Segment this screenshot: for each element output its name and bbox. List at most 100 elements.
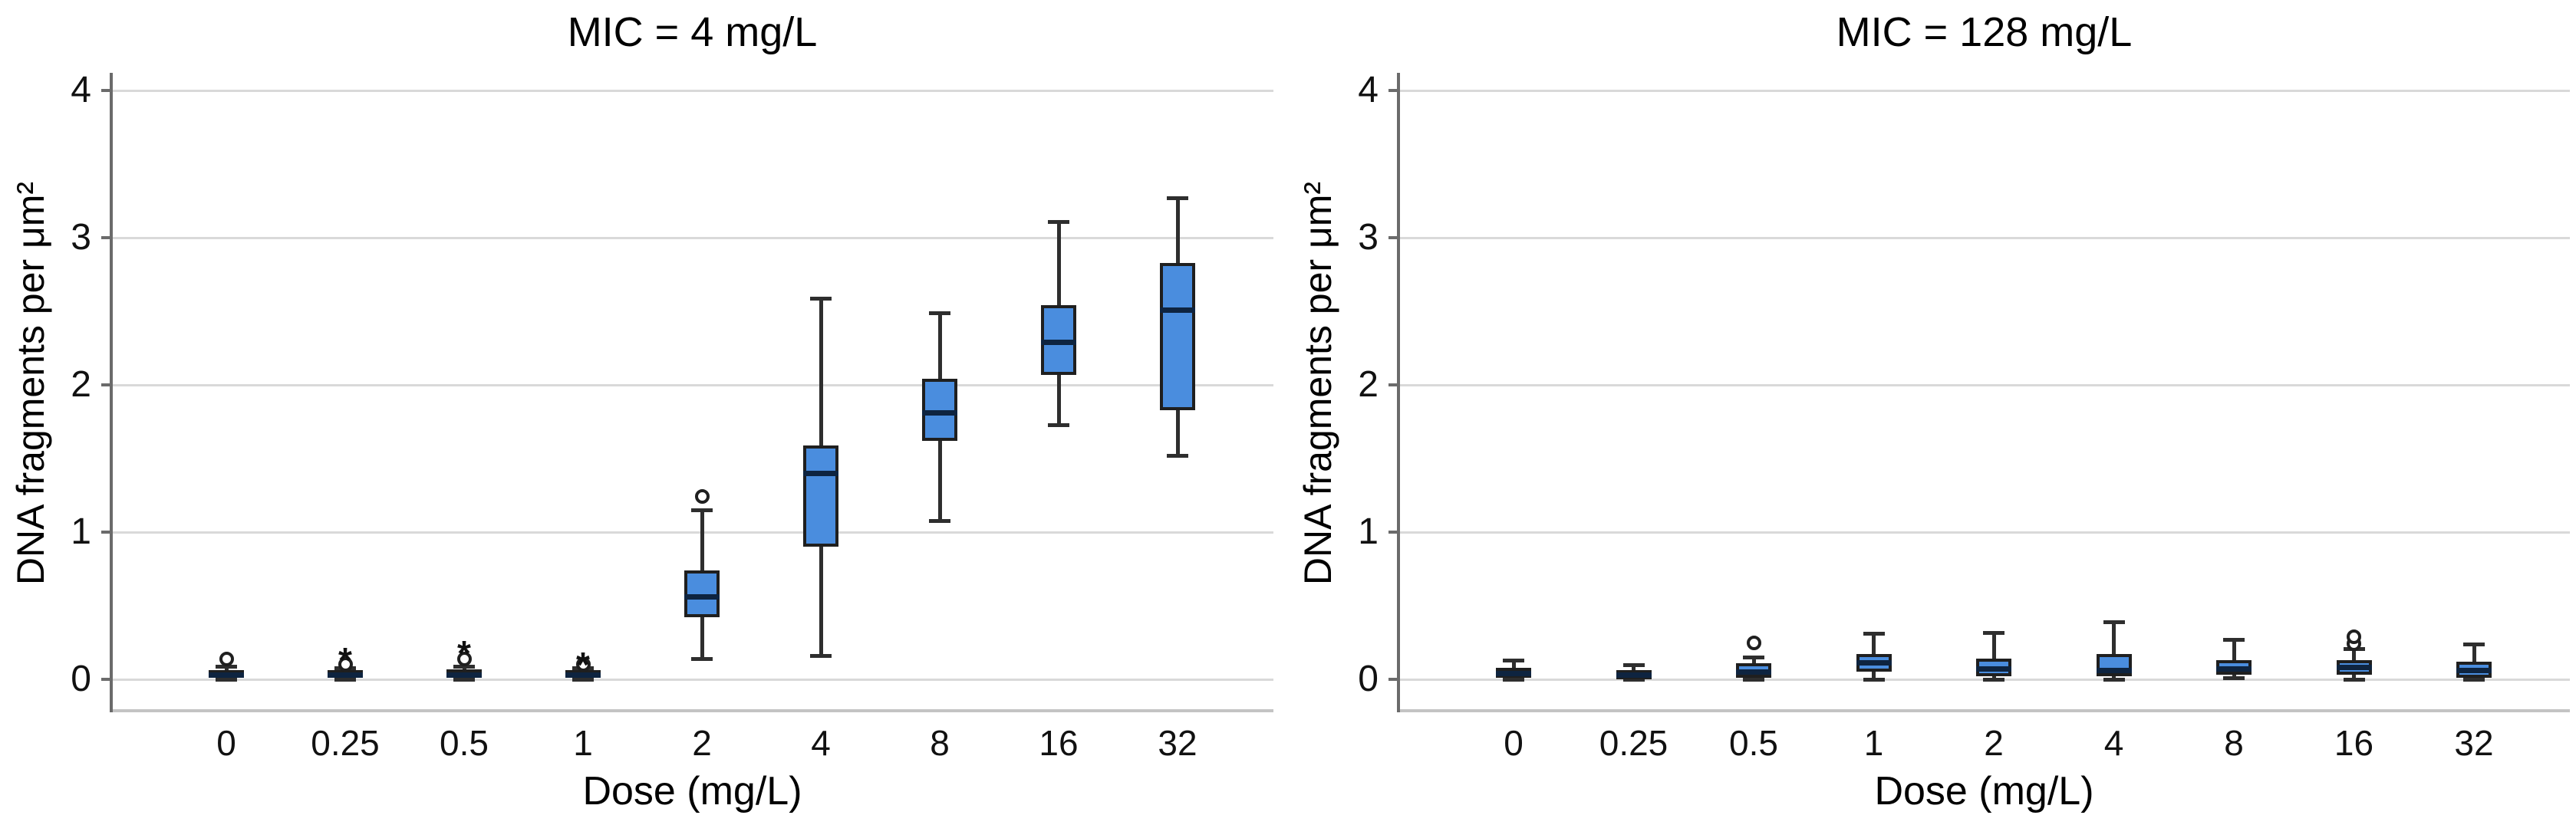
gridline [1398,89,2570,92]
outlier-circle-marker [1746,635,1761,650]
y-tick-label: 4 [1358,70,1379,110]
y-tick-mark [1388,383,1398,386]
median-line [1736,669,1771,675]
x-tick-label: 8 [930,723,950,763]
median-line [1041,339,1076,345]
median-line [2216,666,2252,672]
x-axis-line [1398,709,2570,712]
box [684,570,720,618]
whisker-cap-bottom [1622,678,1645,682]
x-tick-label: 0.5 [440,723,489,763]
y-tick-label: 3 [1358,217,1379,258]
median-line [2096,667,2132,673]
median-line [2336,665,2372,671]
y-tick-mark [1388,89,1398,92]
whisker-cap-top [1983,630,2004,635]
whisker-cap-top [453,664,475,669]
x-tick-label: 32 [2454,723,2494,763]
whisker-cap-bottom [810,654,832,659]
x-tick-label: 0.5 [1729,723,1778,763]
gridline [1398,531,2570,534]
x-tick-label: 16 [2334,723,2374,763]
whisker-cap-bottom [2343,678,2365,682]
y-tick-label: 0 [1358,659,1379,699]
box [803,445,838,547]
outlier-circle-marker [338,657,353,672]
median-line [1856,660,1892,666]
x-axis-label: Dose (mg/L) [1874,769,2094,813]
whisker-cap-bottom [929,518,950,523]
whisker-cap-bottom [1503,678,1524,682]
whisker-cap-bottom [1167,454,1188,459]
whisker-cap-bottom [572,678,594,682]
x-axis-line [111,709,1273,712]
outlier-circle-marker [694,489,710,505]
y-tick-label: 0 [71,659,91,699]
median-line [1976,666,2011,672]
x-tick-label: 1 [1863,723,1884,763]
y-tick-mark [101,236,111,239]
gridline [111,89,1273,92]
gridline [111,383,1273,386]
x-tick-label: 0 [216,723,236,763]
median-line [446,672,482,678]
y-tick-label: 2 [71,364,91,405]
median-line [328,672,363,678]
whisker-cap-bottom [691,657,713,662]
median-line [803,470,838,476]
whisker-cap-top [2223,638,2245,643]
whisker-cap-bottom [2463,678,2485,682]
y-tick-mark [101,89,111,92]
whisker-cap-bottom [1048,422,1069,427]
x-axis-label: Dose (mg/L) [582,769,802,813]
y-tick-mark [101,678,111,681]
box [922,379,957,441]
y-tick-label: 3 [71,217,91,258]
median-line [684,593,720,600]
whisker-cap-bottom [1743,678,1764,682]
median-line [209,672,244,678]
y-tick-mark [1388,531,1398,534]
whisker-line [2472,643,2476,679]
whisker-cap-top [1503,659,1524,663]
x-tick-label: 16 [1039,723,1079,763]
median-line [1496,670,1531,676]
whisker-cap-top [1743,656,1764,660]
y-tick-mark [101,383,111,386]
y-tick-mark [1388,236,1398,239]
x-tick-label: 0.25 [1599,723,1668,763]
y-tick-label: 1 [1358,511,1379,552]
y-axis-line [1397,73,1400,712]
whisker-cap-top [810,296,832,301]
whisker-cap-top [1863,632,1885,636]
x-tick-label: 8 [2224,723,2244,763]
whisker-line [2232,639,2236,679]
x-tick-label: 2 [1984,723,2004,763]
gridline [111,678,1273,681]
gridline [111,531,1273,534]
whisker-cap-top [2103,620,2125,625]
x-tick-label: 4 [2103,723,2124,763]
x-tick-label: 32 [1158,723,1197,763]
y-tick-label: 1 [71,511,91,552]
whisker-cap-top [216,664,237,669]
whisker-cap-top [1048,219,1069,224]
box [1160,262,1195,410]
median-line [1160,307,1195,313]
x-tick-label: 2 [692,723,712,763]
gridline [1398,236,2570,239]
outlier-circle-marker [456,651,472,666]
outlier-asterisk-marker: * [576,645,590,685]
x-tick-label: 4 [811,723,831,763]
y-tick-label: 4 [71,70,91,110]
whisker-cap-bottom [2103,678,2125,682]
whisker-cap-bottom [1983,678,2004,682]
outlier-circle-marker [219,651,234,666]
outlier-circle-marker [2347,629,2361,644]
x-tick-label: 1 [573,723,593,763]
chart-title: MIC = 128 mg/L [1836,9,2133,55]
whisker-cap-bottom [216,678,237,682]
whisker-cap-top [929,311,950,315]
x-tick-label: 0.25 [311,723,380,763]
